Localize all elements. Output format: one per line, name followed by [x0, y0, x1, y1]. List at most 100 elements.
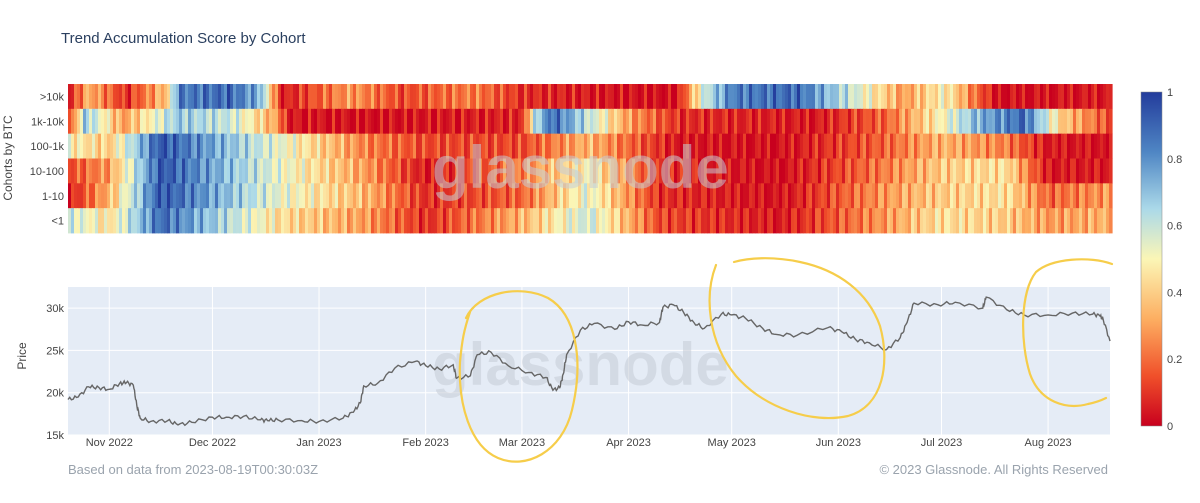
heatmap-cell — [614, 183, 618, 209]
heatmap-cell — [395, 158, 399, 184]
heatmap-cell — [116, 183, 120, 209]
heatmap-cell — [590, 108, 594, 135]
heatmap-cell — [497, 183, 501, 209]
heatmap-cell — [632, 133, 636, 159]
heatmap-cell — [638, 208, 642, 234]
heatmap-cell — [926, 84, 930, 110]
heatmap-cell — [338, 208, 342, 234]
heatmap-cell — [449, 133, 453, 159]
heatmap-cell — [362, 133, 366, 159]
heatmap-cell — [110, 158, 114, 184]
heatmap-cell — [890, 183, 894, 209]
heatmap-cell — [887, 158, 891, 184]
heatmap-cell — [938, 158, 942, 184]
heatmap-cell — [680, 208, 684, 234]
heatmap-cell — [143, 84, 147, 110]
heatmap-cell — [395, 133, 399, 159]
heatmap-cell — [83, 183, 87, 209]
heatmap-cell — [194, 183, 198, 209]
heatmap-cell — [884, 183, 888, 209]
heatmap-cell — [776, 108, 780, 135]
heatmap-cell — [104, 158, 108, 184]
heatmap-cell — [965, 208, 969, 234]
heatmap-cell — [491, 158, 495, 184]
heatmap-cell — [806, 108, 810, 135]
heatmap-cell — [557, 84, 561, 110]
heatmap-cell — [836, 183, 840, 209]
heatmap-cell — [845, 208, 849, 234]
heatmap-cell — [515, 158, 519, 184]
price-x-tick-label: Mar 2023 — [499, 437, 545, 449]
heatmap-cell — [74, 183, 78, 209]
heatmap-cell — [152, 158, 156, 184]
heatmap-cell — [545, 183, 549, 209]
heatmap-cell — [1010, 208, 1014, 234]
heatmap-cell — [83, 158, 87, 184]
heatmap-cell — [902, 208, 906, 234]
heatmap-cell — [716, 208, 720, 234]
heatmap-cell — [350, 133, 354, 159]
heatmap-cell — [275, 84, 279, 110]
heatmap-cell — [755, 84, 759, 110]
heatmap-row-label: 1-10 — [42, 191, 64, 203]
heatmap-cell — [1103, 208, 1107, 234]
heatmap-cell — [74, 208, 78, 234]
heatmap-cell — [425, 158, 429, 184]
heatmap-cell — [428, 133, 432, 159]
heatmap-cell — [155, 133, 159, 159]
heatmap-cell — [575, 208, 579, 234]
heatmap-cell — [227, 133, 231, 159]
heatmap-cell — [1052, 108, 1056, 135]
heatmap-cell — [602, 208, 606, 234]
heatmap-cell — [365, 84, 369, 110]
heatmap-cell — [368, 84, 372, 110]
heatmap-cell — [452, 183, 456, 209]
heatmap-cell — [383, 208, 387, 234]
heatmap-cell — [1010, 84, 1014, 110]
heatmap-cell — [476, 158, 480, 184]
heatmap-cell — [224, 84, 228, 110]
heatmap-cell — [809, 183, 813, 209]
heatmap-cell — [1004, 84, 1008, 110]
heatmap-cell — [176, 84, 180, 110]
heatmap-cell — [122, 158, 126, 184]
heatmap-cell — [86, 133, 90, 159]
heatmap-cell — [104, 108, 108, 135]
heatmap-cell — [911, 183, 915, 209]
heatmap-cell — [365, 108, 369, 135]
heatmap-cell — [86, 183, 90, 209]
heatmap-cell — [743, 133, 747, 159]
heatmap-cell — [944, 183, 948, 209]
heatmap-cell — [638, 158, 642, 184]
heatmap-cell — [230, 108, 234, 135]
heatmap-cell — [809, 158, 813, 184]
heatmap-cell — [1037, 158, 1041, 184]
heatmap-cell — [461, 208, 465, 234]
heatmap-cell — [1037, 208, 1041, 234]
heatmap-cell — [1058, 208, 1062, 234]
heatmap-cell — [80, 108, 84, 135]
heatmap-cell — [251, 108, 255, 135]
heatmap-cell — [260, 158, 264, 184]
heatmap-cell — [1025, 183, 1029, 209]
heatmap-cell — [407, 108, 411, 135]
heatmap-cell — [917, 183, 921, 209]
heatmap-cell — [809, 108, 813, 135]
heatmap-cell — [404, 183, 408, 209]
heatmap-cell — [146, 158, 150, 184]
heatmap-cell — [587, 108, 591, 135]
heatmap-cell — [671, 208, 675, 234]
heatmap-cell — [758, 158, 762, 184]
heatmap-cell — [167, 84, 171, 110]
heatmap-cell — [527, 183, 531, 209]
heatmap-cell — [578, 133, 582, 159]
heatmap-cell — [590, 158, 594, 184]
heatmap-cell — [503, 183, 507, 209]
heatmap-cell — [1025, 208, 1029, 234]
heatmap-cell — [77, 158, 81, 184]
heatmap-cell — [983, 158, 987, 184]
price-x-tick-label: May 2023 — [708, 437, 756, 449]
heatmap-cell — [308, 108, 312, 135]
heatmap-cell — [875, 183, 879, 209]
heatmap-cell — [971, 133, 975, 159]
